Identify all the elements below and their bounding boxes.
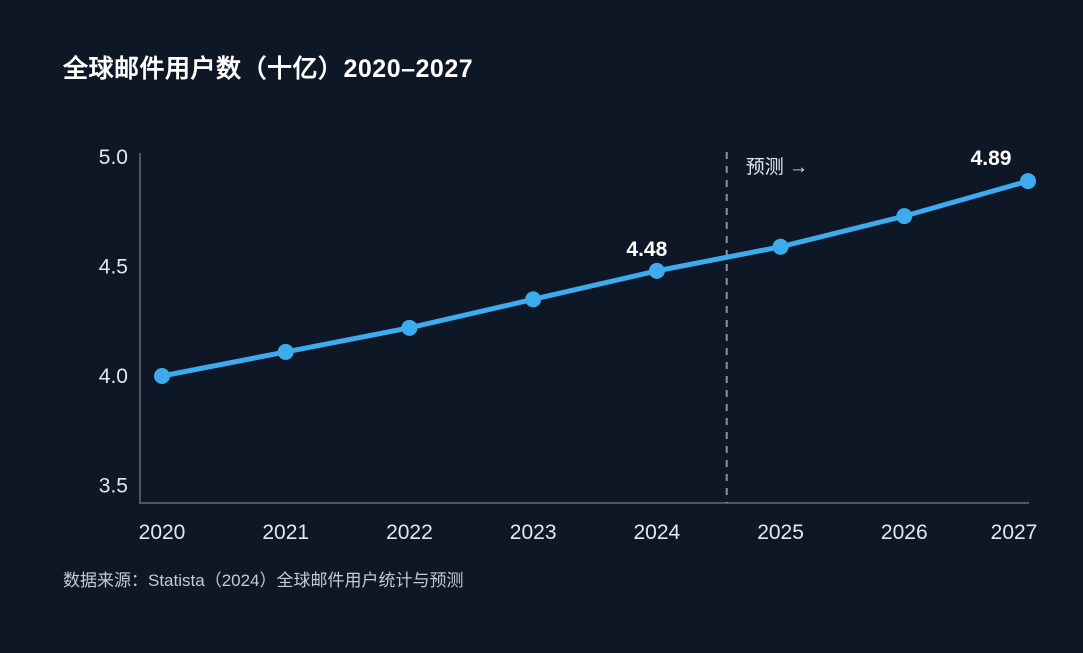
- data-point-marker: [648, 262, 665, 279]
- x-axis-tick-label: 2027: [991, 521, 1038, 544]
- data-point-value-label: 4.89: [971, 147, 1012, 170]
- source-note: 数据来源：Statista（2024）全球邮件用户统计与预测: [63, 571, 464, 590]
- y-axis-tick-label: 3.5: [99, 475, 128, 498]
- trend-line: [159, 178, 1031, 379]
- x-axis-tick-label: 2022: [386, 521, 433, 544]
- axis-spines: [139, 153, 1029, 504]
- y-axis-tick-label: 5.0: [99, 146, 128, 169]
- data-point-value-label: 4.48: [626, 238, 667, 261]
- y-axis-tick-label: 4.5: [99, 256, 128, 279]
- x-axis-tick-label: 2023: [510, 521, 557, 544]
- data-point-marker: [277, 343, 294, 360]
- data-point-marker: [1020, 173, 1036, 190]
- data-point-marker: [772, 238, 789, 255]
- x-axis-tick-label: 2026: [881, 521, 928, 544]
- x-axis-tick-label: 2020: [139, 521, 186, 544]
- data-point-marker: [154, 368, 170, 384]
- data-point-marker: [401, 319, 418, 336]
- data-point-marker: [896, 208, 913, 225]
- y-axis-tick-label: 4.0: [99, 365, 128, 388]
- x-axis-tick-label: 2025: [757, 521, 804, 544]
- x-axis-tick-label: 2021: [262, 521, 309, 544]
- chart-title: 全球邮件用户数（十亿）2020–2027: [63, 55, 474, 83]
- forecast-label: 预测 →: [746, 156, 808, 178]
- data-point-marker: [525, 291, 542, 308]
- x-axis-tick-label: 2024: [633, 521, 680, 544]
